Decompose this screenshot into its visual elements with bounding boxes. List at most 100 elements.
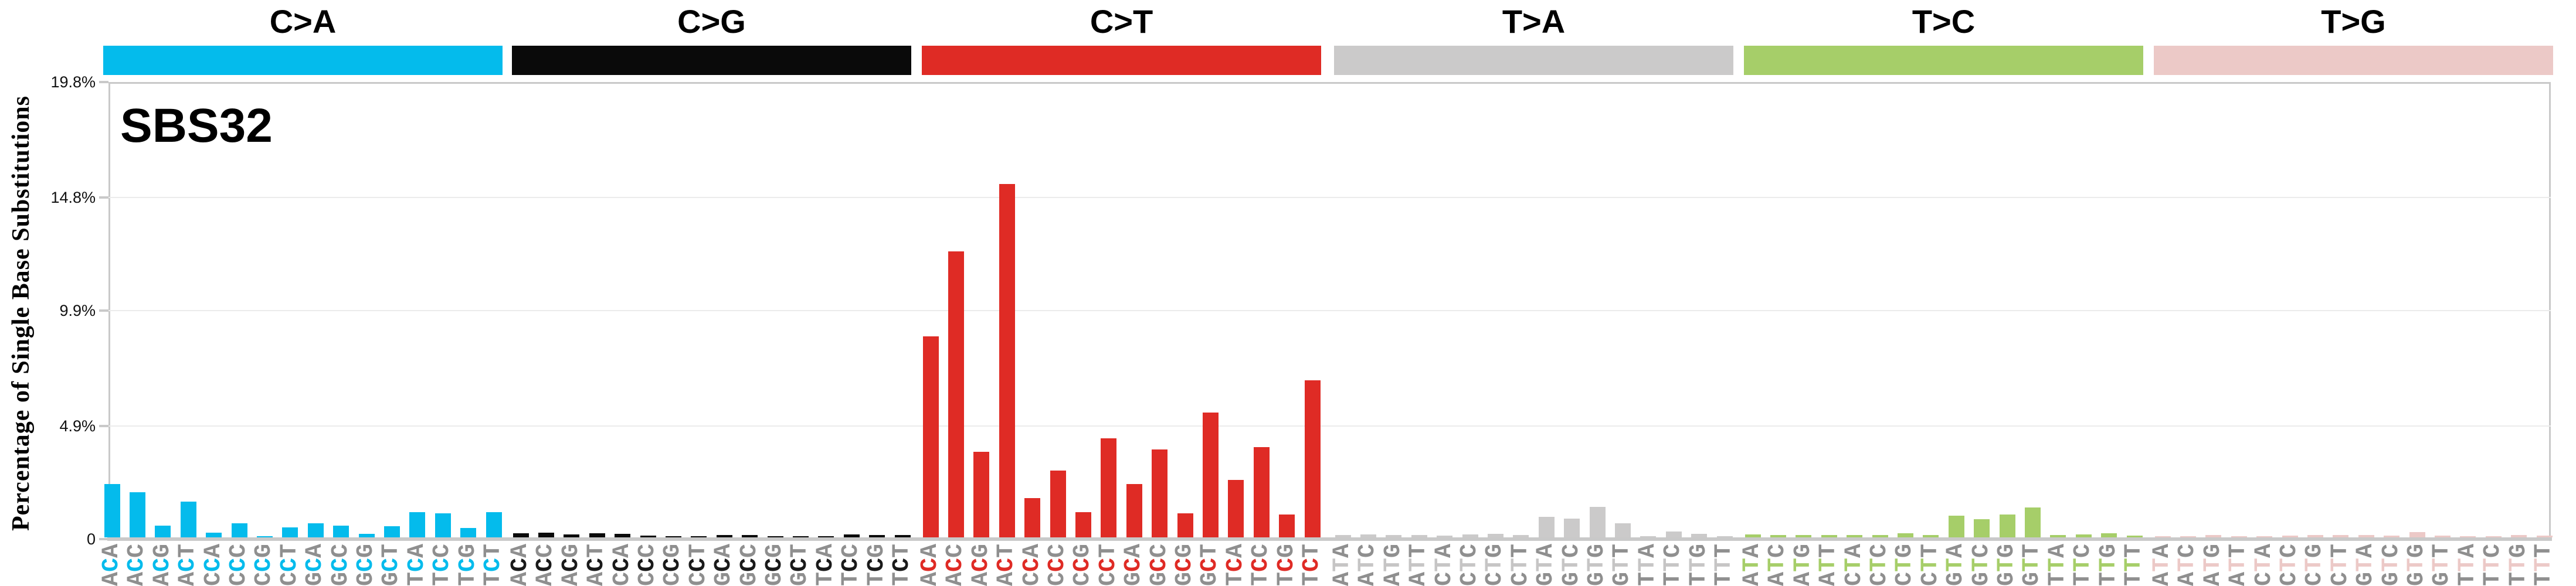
x-tick-label: CTA: [2251, 544, 2278, 586]
flank-3prime-letter: G: [251, 544, 277, 558]
flank-3prime-letter: G: [1892, 544, 1918, 558]
flank-3prime-letter: A: [2251, 544, 2278, 558]
x-tick-label: CTT: [2327, 544, 2354, 586]
mutated-base-letter: C: [1121, 558, 1147, 573]
mutated-base-letter: T: [1841, 558, 1868, 573]
flank-3prime-letter: A: [2353, 544, 2379, 558]
x-tick-label: CTC: [1457, 544, 1483, 586]
mutated-base-letter: C: [1223, 558, 1249, 573]
bar-CtoA-CCC: [232, 523, 247, 537]
x-tick-label: GTT: [1609, 544, 1635, 586]
x-tick-label: CTT: [1508, 544, 1534, 586]
flank-3prime-letter: A: [507, 544, 534, 558]
flank-5prime-letter: T: [2045, 572, 2071, 586]
x-tick-label: ACG: [150, 544, 176, 586]
flank-3prime-letter: G: [762, 544, 788, 558]
flank-5prime-letter: G: [2429, 572, 2455, 586]
x-tick-label: GTG: [1584, 544, 1610, 586]
bar-TtoA-CTT: [1513, 535, 1529, 537]
flank-5prime-letter: A: [1406, 572, 1432, 586]
x-tick-label: CCT: [685, 544, 712, 586]
x-tick-label: CCA: [609, 544, 636, 586]
mutated-base-letter: T: [1457, 558, 1483, 573]
flank-3prime-letter: C: [2174, 544, 2201, 558]
mutated-base-letter: C: [917, 558, 943, 573]
flank-3prime-letter: A: [1121, 544, 1147, 558]
grid-line: [108, 310, 2551, 311]
x-tick-label: TCA: [813, 544, 839, 586]
flank-3prime-letter: A: [609, 544, 636, 558]
x-tick-label: CTG: [1892, 544, 1918, 586]
bar-CtoG-GCT: [793, 536, 809, 537]
x-tick-label: ATC: [2174, 544, 2201, 586]
x-tick-label: ACC: [942, 544, 969, 586]
bar-CtoA-TCT: [486, 512, 502, 537]
x-tick-label: CCT: [1095, 544, 1122, 586]
flank-3prime-letter: T: [1197, 544, 1223, 558]
flank-5prime-letter: T: [2506, 572, 2532, 586]
section-header-label: C>A: [269, 3, 337, 40]
bar-CtoT-GCT: [1203, 413, 1219, 537]
bar-TtoA-GTA: [1539, 517, 1555, 537]
bar-CtoT-ACG: [973, 452, 989, 537]
flank-3prime-letter: A: [2045, 544, 2071, 558]
flank-3prime-letter: G: [1686, 544, 1712, 558]
y-tick-label: 19.8%: [50, 73, 96, 91]
x-tick-label: ATT: [2225, 544, 2252, 586]
flank-5prime-letter: C: [660, 572, 686, 586]
flank-5prime-letter: G: [1533, 572, 1559, 586]
flank-3prime-letter: C: [2480, 544, 2506, 558]
mutated-base-letter: C: [634, 558, 661, 573]
y-tick-mark: [99, 196, 108, 199]
mutated-base-letter: T: [2429, 558, 2455, 573]
bar-TtoG-ATG: [2205, 535, 2221, 537]
section-header-label: C>T: [1090, 3, 1153, 40]
x-tick-label: TTC: [2480, 544, 2506, 586]
flank-3prime-letter: A: [1431, 544, 1458, 558]
flank-5prime-letter: T: [1248, 572, 1274, 586]
flank-5prime-letter: A: [150, 572, 176, 586]
mutated-base-letter: C: [1172, 558, 1198, 573]
x-tick-label: GCC: [1146, 544, 1173, 586]
flank-5prime-letter: A: [993, 572, 1020, 586]
mutated-base-letter: T: [1355, 558, 1381, 573]
bar-CtoA-GCG: [359, 534, 375, 537]
flank-5prime-letter: A: [942, 572, 969, 586]
mutated-base-letter: T: [2045, 558, 2071, 573]
mutated-base-letter: C: [226, 558, 252, 573]
flank-3prime-letter: C: [838, 544, 864, 558]
flank-3prime-letter: G: [1790, 544, 1817, 558]
flank-5prime-letter: T: [889, 572, 915, 586]
mutated-base-letter: T: [2327, 558, 2354, 573]
bar-CtoT-CCT: [1101, 438, 1116, 537]
bar-TtoC-TTC: [2076, 534, 2092, 537]
bar-TtoC-GTG: [2000, 515, 2015, 537]
flank-3prime-letter: T: [993, 544, 1020, 558]
bar-CtoT-TCA: [1228, 480, 1244, 537]
flank-5prime-letter: T: [2455, 572, 2481, 586]
mutated-base-letter: T: [2149, 558, 2175, 573]
mutated-base-letter: T: [1917, 558, 1944, 573]
bar-CtoT-CCA: [1024, 498, 1040, 537]
flank-5prime-letter: A: [507, 572, 534, 586]
mutated-base-letter: T: [1609, 558, 1635, 573]
mutated-base-letter: T: [2096, 558, 2122, 573]
x-tick-label: TTG: [1686, 544, 1712, 586]
flank-5prime-letter: T: [2531, 572, 2557, 586]
flank-5prime-letter: G: [787, 572, 813, 586]
flank-5prime-letter: T: [404, 572, 430, 586]
flank-5prime-letter: G: [1172, 572, 1198, 586]
y-tick-mark: [99, 424, 108, 427]
flank-3prime-letter: G: [1172, 544, 1198, 558]
x-tick-label: ACT: [993, 544, 1020, 586]
x-tick-label: TCT: [1299, 544, 1325, 586]
mutated-base-letter: C: [864, 558, 890, 573]
flank-5prime-letter: C: [2302, 572, 2328, 586]
bar-CtoA-CCA: [206, 533, 222, 537]
flank-5prime-letter: A: [99, 572, 125, 586]
x-tick-label: TCG: [864, 544, 890, 586]
flank-5prime-letter: T: [813, 572, 839, 586]
mutated-base-letter: C: [201, 558, 227, 573]
mutated-base-letter: T: [1380, 558, 1407, 573]
bar-CtoG-GCC: [742, 535, 758, 537]
